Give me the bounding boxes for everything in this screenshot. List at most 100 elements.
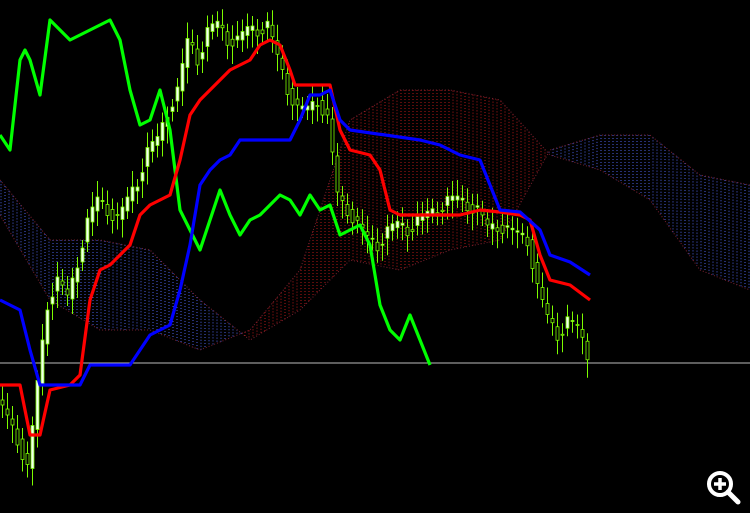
candle-body-bearish — [290, 88, 295, 106]
candle — [340, 186, 345, 219]
candle — [555, 312, 560, 355]
candle — [580, 313, 585, 355]
cloud-span-a-edge — [0, 134, 750, 341]
candlesticks — [0, 9, 590, 486]
candle-body-bearish — [405, 226, 410, 237]
candle — [395, 211, 400, 239]
candle-body-bearish — [410, 229, 415, 232]
candle — [335, 143, 340, 206]
candle-body-bullish — [390, 223, 395, 232]
candle-body-bullish — [135, 186, 140, 192]
candle-body-bullish — [155, 136, 160, 146]
candle — [530, 231, 535, 283]
candle — [50, 283, 55, 320]
cloud-span-b-edge — [0, 89, 750, 351]
candle — [310, 85, 315, 124]
candle — [185, 22, 190, 84]
candle — [100, 187, 105, 209]
candle — [275, 24, 280, 72]
candle — [245, 13, 250, 49]
candle — [385, 214, 390, 256]
candle — [495, 219, 500, 249]
candle — [375, 228, 380, 263]
candle — [390, 214, 395, 241]
candle-body-bullish — [80, 247, 85, 263]
candle — [455, 180, 460, 208]
candle-body-bullish — [380, 243, 385, 246]
candle-body-bearish — [280, 57, 285, 70]
candle — [25, 441, 30, 478]
candle-body-bearish — [525, 236, 530, 247]
candle — [575, 314, 580, 339]
candle — [175, 78, 180, 112]
candle — [125, 187, 130, 219]
indicator-lines — [0, 18, 591, 437]
candle-body-bearish — [550, 318, 555, 324]
candle-body-bullish — [125, 196, 130, 212]
candle — [20, 428, 25, 472]
candle-body-bearish — [345, 204, 350, 216]
candle — [230, 25, 235, 64]
candle-body-bullish — [150, 141, 155, 152]
candle — [490, 207, 495, 245]
candle — [295, 87, 300, 121]
candle — [95, 181, 100, 226]
candle-body-bearish — [60, 280, 65, 286]
candle-body-bearish — [560, 333, 565, 336]
candle — [155, 123, 160, 158]
candle-body-bearish — [530, 239, 535, 269]
candle-body-bearish — [440, 209, 445, 212]
candle-body-bearish — [65, 288, 70, 296]
candle — [190, 29, 195, 54]
candle-body-bullish — [185, 38, 190, 68]
kijun-line — [0, 38, 591, 437]
candle-body-bullish — [520, 232, 525, 236]
candle-body-bullish — [245, 26, 250, 36]
candle-body-bullish — [400, 222, 405, 226]
candle-body-bullish — [30, 425, 35, 469]
candle — [215, 11, 220, 37]
candle — [270, 10, 275, 53]
candle-body-bullish — [565, 316, 570, 329]
candle-body-bearish — [535, 262, 540, 284]
candle-body-bullish — [515, 230, 520, 233]
candle-body-bearish — [230, 38, 235, 47]
candle — [75, 257, 80, 298]
candle — [585, 333, 590, 378]
candle — [5, 393, 10, 429]
candle-body-bearish — [190, 42, 195, 46]
candle — [220, 9, 225, 41]
candle-body-bearish — [375, 241, 380, 252]
candle — [420, 201, 425, 235]
candle-body-bearish — [25, 453, 30, 465]
candle — [440, 202, 445, 225]
candle-body-bearish — [220, 24, 225, 29]
candle-body-bullish — [415, 216, 420, 226]
candle-body-bullish — [45, 309, 50, 345]
candle-body-bearish — [115, 214, 120, 216]
candle-body-bullish — [455, 195, 460, 201]
candle-body-bearish — [110, 209, 115, 221]
candle — [430, 198, 435, 224]
candle-body-bullish — [370, 237, 375, 240]
candle-body-bearish — [325, 108, 330, 116]
candle-body-bullish — [215, 20, 220, 29]
zoom-in-button[interactable] — [702, 466, 744, 508]
candle-body-bullish — [395, 220, 400, 229]
candle-body-bullish — [445, 196, 450, 206]
candle-body-bullish — [85, 217, 90, 243]
candle — [485, 209, 490, 237]
candle-body-bullish — [50, 296, 55, 305]
candle-body-bullish — [140, 172, 145, 182]
candle-body-bearish — [260, 29, 265, 35]
candle — [235, 21, 240, 48]
candle — [0, 385, 5, 418]
candle — [135, 179, 140, 204]
candle-body-bearish — [195, 48, 200, 66]
candle-body-bullish — [490, 223, 495, 230]
candle — [380, 233, 385, 261]
candle — [465, 188, 470, 224]
candle — [205, 15, 210, 62]
candle-body-bullish — [450, 195, 455, 201]
